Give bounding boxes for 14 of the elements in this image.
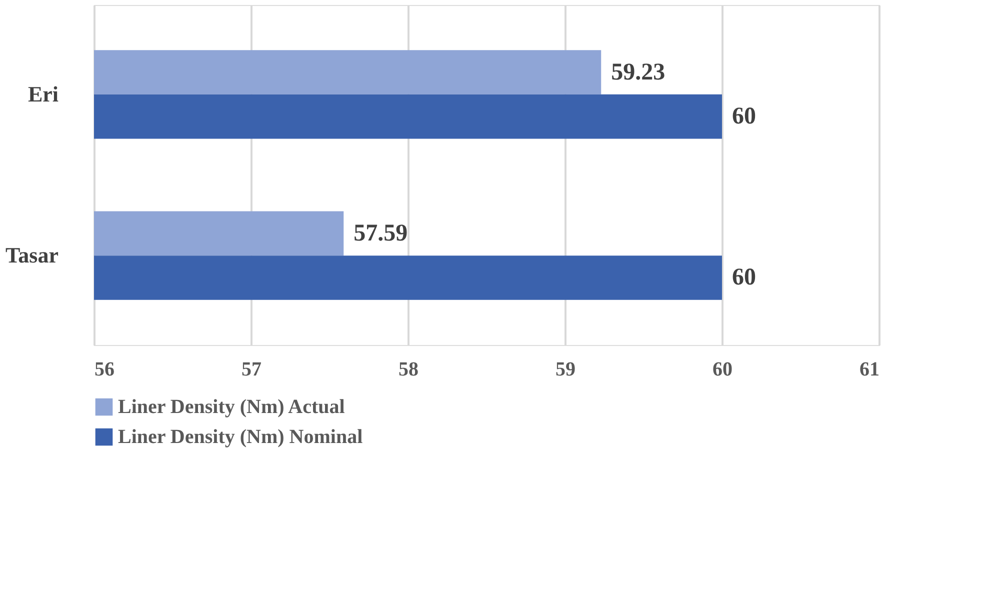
data-label: 59.23 (611, 59, 666, 86)
data-label: 60 (732, 104, 756, 130)
data-label: 60 (732, 264, 756, 291)
y-tick-label: Tasar (6, 242, 59, 268)
y-tick-label: Eri (28, 81, 58, 106)
legend-label: Liner Density (Nm) Nominal (118, 426, 364, 448)
legend-label: Liner Density (Nm) Actual (118, 396, 346, 418)
x-tick-label: 56 (94, 358, 114, 380)
x-tick-label: 59 (556, 358, 576, 380)
x-tick-label: 61 (860, 358, 880, 380)
x-tick-label: 58 (398, 358, 418, 380)
x-tick-label: 60 (712, 358, 732, 380)
x-tick-label: 57 (242, 358, 262, 380)
data-label: 57.59 (354, 220, 408, 246)
